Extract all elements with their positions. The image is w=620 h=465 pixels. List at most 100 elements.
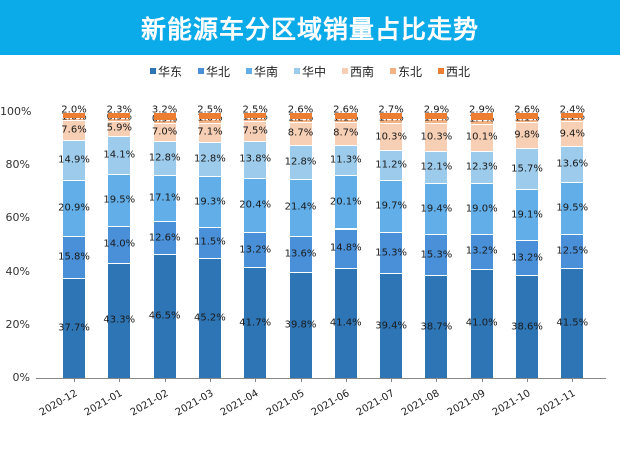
bar-segment [63,235,85,278]
bar-segment [63,140,85,181]
x-tick [345,378,347,382]
bar-segment [289,272,312,378]
x-tick [255,378,257,382]
data-label: 8.7% [333,127,359,139]
legend-swatch-icon [390,68,397,74]
data-label: 20.9% [58,202,90,214]
legend-swatch-icon [245,68,252,74]
data-label: 39.4% [375,320,407,332]
legend-swatch-icon [197,68,204,74]
data-label: 2.5% [242,104,268,116]
bar-segment [425,111,448,120]
x-tick-label: 2021-08 [400,388,442,419]
bar-segment [108,173,131,226]
legend-swatch-icon [438,68,445,74]
data-label: 38.7% [420,321,453,333]
bar-segment [63,180,85,236]
bar-segment [561,146,584,183]
data-label: 38.6% [511,321,543,333]
data-label: 11.5% [194,236,226,248]
bar-segment [153,254,176,378]
bar-segment [63,120,85,141]
bar-segment [108,262,131,378]
legend-label: 华南 [253,64,278,79]
x-tick-label: 2021-01 [83,388,125,419]
data-label: 13.2% [465,245,498,257]
legend-swatch-icon [149,68,156,74]
x-tick [572,378,574,382]
data-label: 12.1% [420,161,453,173]
bar-segment [63,277,85,378]
bar-segment [108,112,131,119]
bar-segment [244,111,267,119]
data-label: 41.0% [465,317,498,329]
data-label: 15.3% [420,249,453,261]
x-tick [300,378,302,382]
data-label: 2.3% [106,104,132,116]
bar-segment [63,117,85,121]
bar-segment [516,189,538,241]
data-label: 19.0% [465,203,498,215]
data-label: 10.1% [465,131,498,143]
data-label: 14.1% [103,149,136,161]
data-label: 15.3% [375,247,407,259]
legend-label: 西南 [350,64,375,79]
bar-segment [289,118,312,122]
bar-segment [380,273,403,378]
data-label: 2.9% [423,104,450,116]
bar-segment [198,122,221,142]
bar-segment [153,120,176,123]
data-label: 2.7% [378,104,404,116]
bar-segment [425,119,448,124]
bar-segment [108,225,131,263]
data-label: 37.7% [58,322,90,334]
bar-segment [198,118,221,123]
x-tick [527,378,528,382]
legend-label: 华东 [157,64,182,79]
data-label: 45.2% [194,312,226,324]
x-tick-label: 2021-05 [264,388,306,419]
bar-segment [516,275,538,378]
legend-label: 西北 [446,64,471,79]
bar-segment [289,235,312,273]
bar-segment [561,118,584,122]
data-label: 41.5% [556,317,589,329]
bar-segment [153,122,176,142]
data-label: 12.3% [465,161,498,173]
data-label: 7.5% [242,125,268,137]
x-tick [436,378,438,382]
data-label: 10.3% [420,131,453,143]
data-label: 14.0% [103,238,136,250]
y-tick-label: 0% [12,371,30,384]
bar-segment [153,141,176,176]
legend-item: 西南 [342,63,374,80]
x-tick [209,378,211,382]
y-tick-label: 20% [5,317,30,331]
legend-item: 西北 [438,63,470,80]
bar-segment [244,140,267,178]
bar-segment [380,180,403,233]
data-label: 12.6% [148,232,181,244]
bar-segment [380,119,403,123]
legend: 华东 华北 华南 华中 西南 东北 西北 [0,62,620,80]
x-tick [74,378,75,382]
legend-swatch-icon [293,68,300,74]
bar-segment [425,182,448,235]
legend-item: 华南 [245,63,278,80]
data-label: 19.7% [375,200,407,212]
data-label: 2.6% [333,104,359,116]
x-tick-label: 2021-03 [173,388,216,419]
x-tick-label: 2021-11 [536,388,578,419]
legend-label: 华北 [205,64,230,79]
bar-segment [561,234,584,268]
data-label: 9.8% [514,129,540,141]
bar-segment [334,121,357,145]
data-label: 20.4% [239,199,272,211]
bar-segment [334,112,357,119]
bar-segment [561,121,584,147]
data-label: 2.9% [468,104,495,116]
bar-segment [516,111,538,119]
data-label: 41.7% [239,317,272,329]
x-tick [119,378,121,382]
data-label: 19.4% [420,203,453,215]
